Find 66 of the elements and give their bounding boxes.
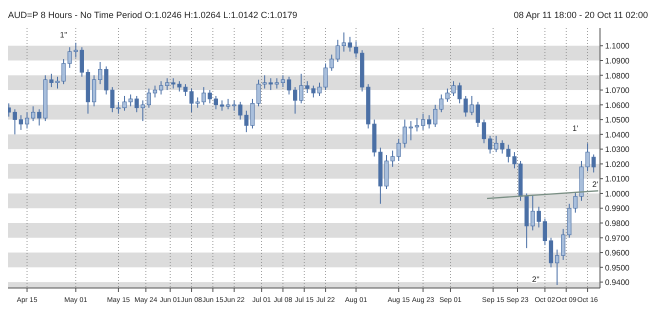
y-tick-label: 1.0600 xyxy=(605,100,630,110)
candlestick xyxy=(458,82,462,104)
candlestick xyxy=(354,40,358,58)
candlestick xyxy=(476,101,480,128)
y-tick-label: 1.1000 xyxy=(605,42,630,51)
candlestick xyxy=(55,76,60,90)
candlestick xyxy=(24,112,30,129)
candlestick xyxy=(592,154,596,173)
candlestick xyxy=(482,119,486,144)
y-tick-label: 1.0100 xyxy=(605,174,630,184)
candlestick xyxy=(323,62,328,91)
candlestick xyxy=(512,152,517,169)
candlestick xyxy=(311,85,316,98)
candlestick xyxy=(420,113,426,130)
candlestick xyxy=(585,142,590,172)
candlestick xyxy=(116,101,121,114)
y-tick-label: 0.9500 xyxy=(605,263,630,272)
candlestick xyxy=(122,95,127,112)
y-tick-label: 0.9700 xyxy=(605,234,630,243)
y-tick-label: 1.0300 xyxy=(605,145,630,154)
y-tick-label: 0.9600 xyxy=(605,248,630,258)
annotation: 1' xyxy=(572,124,579,133)
candlestick xyxy=(256,79,261,107)
y-tick-label: 1.0700 xyxy=(605,86,630,96)
candlestick xyxy=(293,86,298,114)
candlestick xyxy=(317,82,322,96)
annotation: 2'' xyxy=(532,274,540,284)
candlestick xyxy=(286,76,292,95)
candlestick xyxy=(18,114,24,130)
annotation: 1'' xyxy=(60,30,68,40)
candlestick xyxy=(348,36,352,52)
candlestick xyxy=(92,74,96,107)
candlestick xyxy=(488,135,492,154)
y-tick-label: 1.0200 xyxy=(605,160,630,169)
chart-title: AUD=P 8 Hours - No Time Period O:1.0246 H:1.0264 L:1.0142 C:1.0179 xyxy=(8,10,298,20)
candlestick xyxy=(158,80,164,95)
candlestick xyxy=(542,218,548,246)
candlestick xyxy=(451,80,456,96)
y-tick-label: 1.0900 xyxy=(605,56,630,66)
y-tick-label: 0.9800 xyxy=(605,219,630,228)
y-tick-label: 1.0000 xyxy=(605,189,630,198)
candlestick xyxy=(555,249,560,286)
candlestick xyxy=(152,85,158,98)
candlestick xyxy=(573,191,578,214)
candlestick xyxy=(49,73,54,88)
candlestick xyxy=(128,94,133,107)
y-tick-label: 1.0500 xyxy=(605,116,630,125)
annotation: 2' xyxy=(592,180,599,189)
candlestick xyxy=(214,95,218,110)
y-tick-label: 1.0800 xyxy=(605,71,630,80)
candlestick xyxy=(61,58,66,85)
candlestick xyxy=(445,88,450,102)
candlestick xyxy=(226,98,230,110)
candlestick xyxy=(548,237,554,268)
y-tick-label: 1.0400 xyxy=(605,130,630,140)
chart-subtitle: 08 Apr 11 18:00 - 20 Oct 11 02:00 xyxy=(514,10,648,20)
candlestick xyxy=(183,84,188,96)
candlestick xyxy=(390,150,395,168)
candlestick xyxy=(189,88,194,113)
candlestick xyxy=(250,98,255,129)
candlestick xyxy=(220,100,224,112)
y-tick-label: 0.9900 xyxy=(605,204,630,214)
candlestick xyxy=(414,118,420,132)
candlestick xyxy=(280,74,286,88)
candlestick xyxy=(146,88,151,108)
y-tick-label: 0.9400 xyxy=(605,278,630,288)
